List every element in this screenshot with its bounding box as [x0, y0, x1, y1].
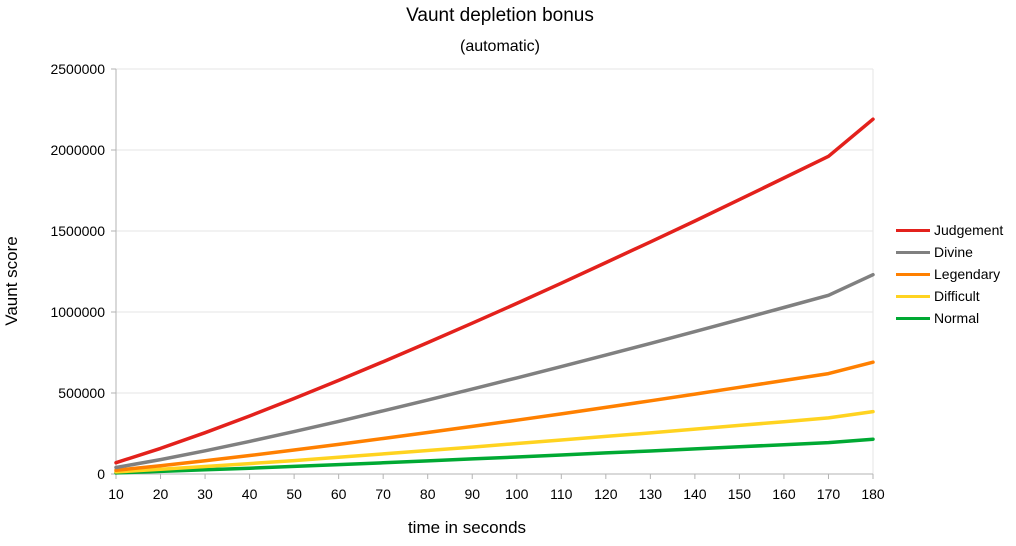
axes: [111, 68, 874, 479]
x-tick-label: 20: [153, 486, 169, 502]
legend-label: Difficult: [934, 288, 980, 304]
x-tick-label: 160: [772, 486, 796, 502]
legend: Judgement Divine Legendary Difficult Normal: [896, 219, 1003, 329]
legend-label: Divine: [934, 244, 973, 260]
legend-swatch: [896, 250, 930, 254]
x-tick-label: 140: [683, 486, 707, 502]
grid-lines: [116, 68, 874, 474]
legend-item-difficult: Difficult: [896, 285, 1003, 307]
x-tick-label: 10: [108, 486, 124, 502]
series-line-legendary: [114, 360, 875, 473]
legend-item-legendary: Legendary: [896, 263, 1003, 285]
x-tick-label: 110: [550, 486, 573, 502]
legend-label: Legendary: [934, 266, 1001, 282]
legend-swatch: [896, 294, 930, 298]
series-line-judgement: [114, 117, 875, 465]
legend-item-judgement: Judgement: [896, 219, 1003, 241]
series-lines: [114, 117, 875, 475]
x-tick-label: 30: [197, 486, 213, 502]
y-tick-label: 500000: [58, 385, 105, 401]
x-tick-label: 150: [728, 486, 752, 502]
series-line-difficult: [114, 409, 875, 474]
y-tick-label: 2000000: [50, 142, 105, 158]
y-tick-label: 1500000: [50, 223, 105, 239]
x-tick-label: 50: [286, 486, 302, 502]
chart-title: Vaunt depletion bonus: [406, 5, 594, 26]
legend-swatch: [896, 228, 930, 232]
y-tick-label: 1000000: [50, 304, 105, 320]
x-tick-label: 120: [594, 486, 618, 502]
x-tick-label: 70: [375, 486, 391, 502]
x-tick-label: 60: [331, 486, 347, 502]
x-axis-title: time in seconds: [407, 518, 527, 537]
x-tick-label: 100: [505, 486, 529, 502]
y-tick-label: 2500000: [50, 61, 105, 77]
tick-labels: 0 500000 1000000 1500000 2000000 2500000 10 20 3…: [50, 61, 884, 502]
legend-label: Judgement: [934, 222, 1004, 238]
x-tick-label: 130: [639, 486, 663, 502]
x-tick-label: 80: [420, 486, 436, 502]
legend-swatch: [896, 272, 930, 276]
legend-item-divine: Divine: [896, 241, 1003, 263]
y-axis-title: Vaunt score: [2, 236, 21, 326]
legend-item-normal: Normal: [896, 307, 1003, 329]
x-tick-label: 180: [861, 486, 885, 502]
series-line-normal: [114, 437, 875, 475]
y-tick-label: 0: [97, 466, 105, 482]
legend-swatch: [896, 316, 930, 320]
x-tick-label: 170: [817, 486, 841, 502]
legend-label: Normal: [934, 310, 980, 326]
series-line-divine: [114, 272, 875, 470]
x-tick-label: 90: [464, 486, 480, 502]
chart-subtitle: (automatic): [459, 38, 541, 55]
x-tick-label: 40: [242, 486, 258, 502]
